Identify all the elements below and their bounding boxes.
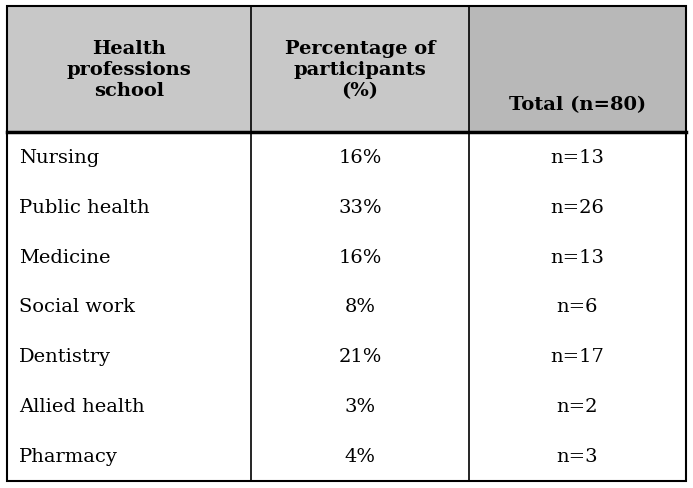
Text: Medicine: Medicine	[19, 248, 111, 266]
Text: 3%: 3%	[344, 397, 376, 415]
Text: 21%: 21%	[338, 347, 382, 366]
Text: Total (n=80): Total (n=80)	[509, 96, 646, 114]
Text: 8%: 8%	[344, 298, 376, 316]
Text: 16%: 16%	[338, 248, 382, 266]
Text: Percentage of
participants
(%): Percentage of participants (%)	[285, 41, 435, 100]
Text: 33%: 33%	[338, 198, 382, 216]
Text: Social work: Social work	[19, 298, 135, 316]
Text: n=2: n=2	[556, 397, 598, 415]
Text: Dentistry: Dentistry	[19, 347, 112, 366]
Text: Health
professions
school: Health professions school	[67, 41, 191, 100]
Text: 4%: 4%	[344, 447, 376, 465]
Text: n=13: n=13	[550, 248, 604, 266]
Text: n=6: n=6	[556, 298, 598, 316]
Text: n=26: n=26	[550, 198, 604, 216]
Text: Allied health: Allied health	[19, 397, 145, 415]
Text: n=13: n=13	[550, 149, 604, 166]
Text: Nursing: Nursing	[19, 149, 100, 166]
Text: Pharmacy: Pharmacy	[19, 447, 119, 465]
Text: n=3: n=3	[556, 447, 598, 465]
Text: 16%: 16%	[338, 149, 382, 166]
Text: n=17: n=17	[550, 347, 604, 366]
Text: Public health: Public health	[19, 198, 150, 216]
